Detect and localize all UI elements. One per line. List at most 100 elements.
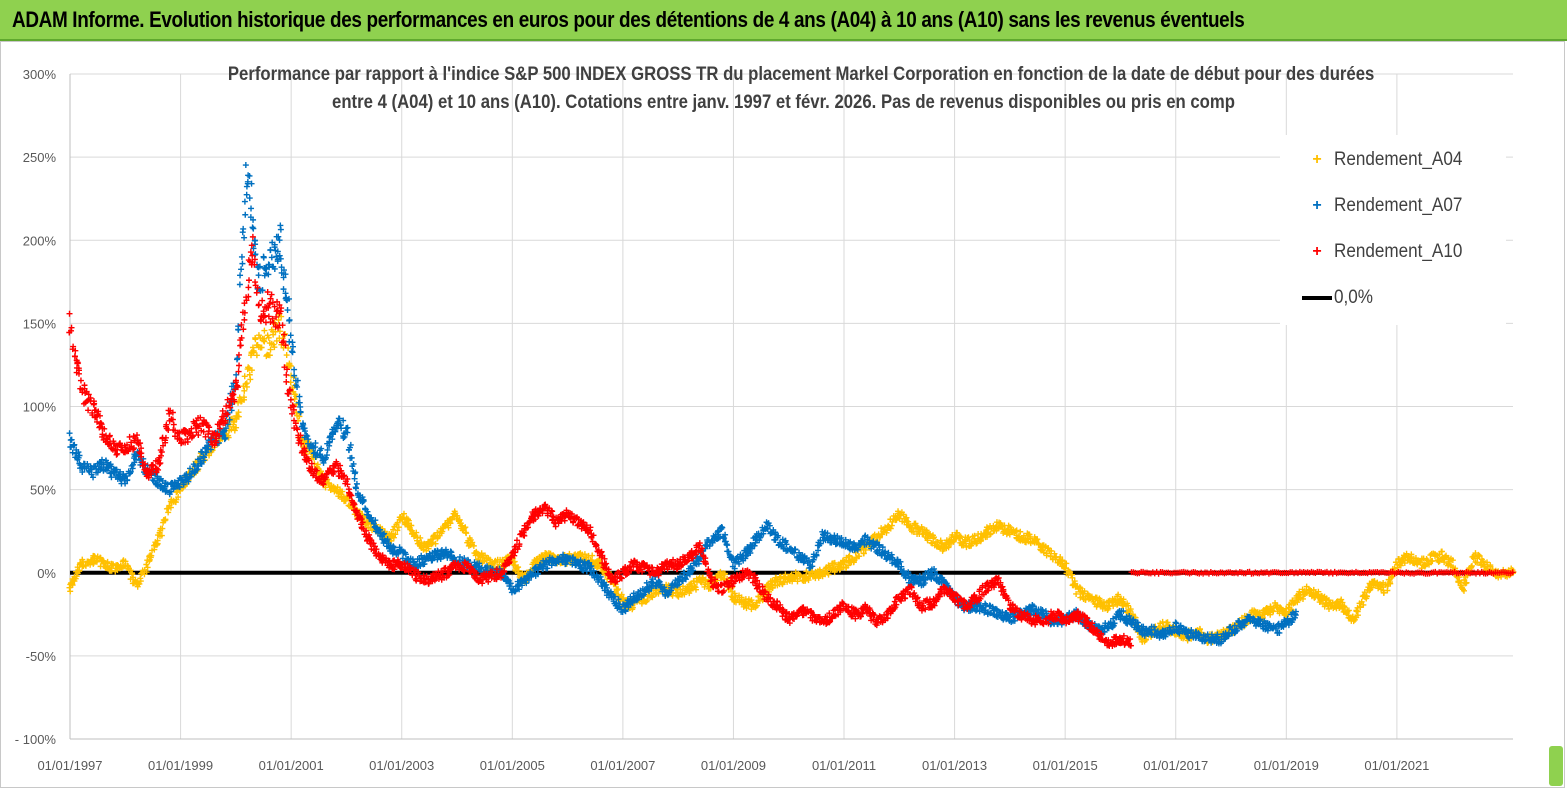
data-point-marker [260, 337, 267, 344]
data-point-marker [243, 183, 250, 190]
data-point-marker [250, 348, 257, 355]
data-point-marker [405, 517, 412, 524]
data-point-marker [931, 534, 938, 541]
data-point-marker [927, 531, 934, 537]
data-point-marker [456, 516, 463, 523]
data-point-marker [268, 254, 275, 261]
data-point-marker [143, 561, 150, 568]
data-point-marker [248, 367, 255, 374]
data-point-marker [289, 349, 296, 356]
data-point-marker [690, 578, 697, 585]
data-point-marker [240, 225, 247, 232]
data-point-marker [72, 575, 79, 582]
data-point-marker [242, 211, 249, 218]
data-point-marker [241, 316, 248, 323]
data-point-marker [339, 488, 346, 495]
data-point-marker [270, 341, 277, 348]
data-point-marker [275, 317, 282, 324]
data-point-marker [276, 328, 283, 335]
data-point-marker [104, 558, 111, 565]
data-point-marker [236, 281, 243, 288]
data-point-marker [239, 260, 246, 267]
data-point-marker [499, 556, 506, 563]
data-point-marker [965, 534, 972, 541]
data-point-marker [148, 552, 155, 559]
data-point-marker [351, 475, 358, 482]
data-point-marker [241, 373, 248, 380]
data-point-marker [595, 563, 602, 570]
data-point-marker [66, 310, 73, 317]
data-point-marker [238, 253, 245, 260]
data-point-marker [923, 527, 930, 534]
data-point-marker [889, 518, 896, 525]
data-point-marker [242, 381, 249, 388]
data-point-marker [241, 387, 248, 394]
data-point-marker [258, 344, 265, 351]
data-point-marker [278, 313, 285, 320]
data-point-marker [158, 532, 165, 539]
data-point-marker [67, 588, 74, 595]
data-point-marker [971, 532, 978, 539]
data-point-marker [945, 543, 952, 550]
data-point-marker [246, 277, 253, 284]
data-point-marker [146, 556, 153, 563]
data-point-marker [438, 530, 445, 537]
data-point-marker [143, 569, 150, 576]
data-point-marker [418, 539, 425, 546]
data-point-marker [740, 603, 747, 610]
data-point-marker [109, 561, 116, 568]
data-point-marker [77, 377, 84, 384]
data-point-marker [108, 567, 115, 574]
data-point-marker [287, 396, 294, 403]
data-point-marker [417, 534, 424, 541]
data-point-marker [248, 205, 255, 212]
data-point-marker [236, 362, 243, 369]
data-point-marker [887, 525, 894, 532]
data-point-marker [797, 573, 804, 580]
data-point-marker [957, 535, 964, 542]
data-point-marker [462, 524, 469, 531]
data-point-marker [428, 539, 435, 546]
data-point-marker [167, 504, 174, 511]
data-point-marker [255, 272, 262, 279]
data-point-marker [175, 494, 182, 501]
data-point-marker [238, 266, 245, 273]
data-point-marker [241, 198, 248, 205]
data-point-marker [510, 561, 517, 568]
data-point-marker [453, 512, 460, 519]
data-point-marker [243, 380, 250, 387]
data-point-marker [260, 253, 267, 260]
data-point-marker [265, 334, 272, 341]
data-point-marker [66, 430, 73, 437]
data-point-marker [332, 487, 339, 494]
data-point-marker [242, 162, 249, 169]
data-point-marker [581, 551, 588, 558]
data-point-marker [895, 508, 902, 515]
data-point-marker [938, 539, 945, 546]
data-point-marker [67, 437, 74, 444]
data-point-marker [451, 508, 458, 515]
data-point-marker [247, 376, 254, 383]
data-point-marker [644, 597, 651, 604]
data-point-marker [252, 279, 259, 286]
data-point-marker [246, 172, 253, 179]
data-point-marker [267, 346, 274, 353]
data-point-marker [400, 510, 407, 517]
data-point-marker [66, 584, 73, 591]
data-point-marker [353, 480, 360, 487]
data-point-marker [277, 226, 284, 233]
data-point-marker [69, 582, 76, 589]
series-layer [66, 162, 1517, 650]
data-point-marker [448, 516, 455, 523]
data-point-marker [166, 410, 173, 417]
data-point-marker [753, 602, 760, 609]
data-point-marker [162, 517, 169, 524]
data-point-marker [246, 195, 253, 202]
data-point-marker [845, 553, 852, 560]
data-point-marker [284, 307, 291, 314]
data-point-marker [283, 371, 290, 378]
data-point-marker [283, 378, 290, 385]
data-point-marker [856, 553, 863, 560]
data-point-marker [266, 352, 273, 359]
data-point-marker [698, 579, 705, 586]
